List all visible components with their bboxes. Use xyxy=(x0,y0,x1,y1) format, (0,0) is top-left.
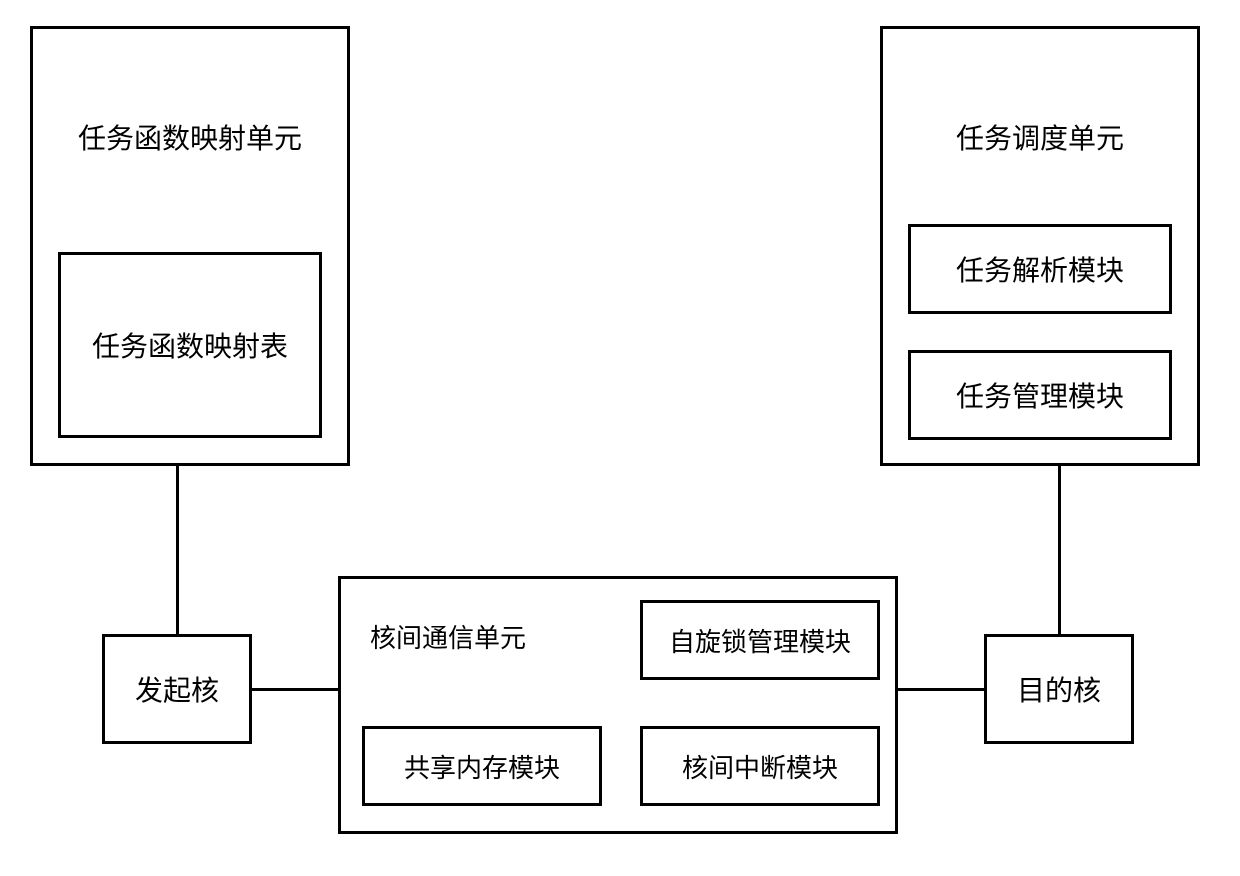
inter-core-comm-unit-label: 核间通信单元 xyxy=(370,623,526,653)
initiating-core: 发起核 xyxy=(102,634,252,744)
target-core: 目的核 xyxy=(984,634,1134,744)
task-parsing-module-label: 任务解析模块 xyxy=(956,249,1124,289)
task-function-mapping-table-label: 任务函数映射表 xyxy=(92,325,288,365)
shared-memory-module-label: 共享内存模块 xyxy=(404,748,560,785)
inter-core-comm-unit-title: 核间通信单元 xyxy=(370,618,526,655)
line-mapping-to-initiator xyxy=(176,466,179,634)
spinlock-module-label: 自旋锁管理模块 xyxy=(669,622,851,659)
inter-core-interrupt-module-label: 核间中断模块 xyxy=(682,748,838,785)
initiating-core-label: 发起核 xyxy=(135,669,219,709)
task-function-mapping-unit-label: 任务函数映射单元 xyxy=(78,117,302,157)
task-scheduling-unit-label: 任务调度单元 xyxy=(956,117,1124,157)
task-function-mapping-table: 任务函数映射表 xyxy=(58,252,322,438)
task-management-module-label: 任务管理模块 xyxy=(956,375,1124,415)
line-initiator-to-comm xyxy=(252,688,338,691)
task-parsing-module: 任务解析模块 xyxy=(908,224,1172,314)
line-comm-to-target xyxy=(898,688,984,691)
task-management-module: 任务管理模块 xyxy=(908,350,1172,440)
line-scheduler-to-target xyxy=(1058,466,1061,634)
inter-core-interrupt-module: 核间中断模块 xyxy=(640,726,880,806)
shared-memory-module: 共享内存模块 xyxy=(362,726,602,806)
spinlock-module: 自旋锁管理模块 xyxy=(640,600,880,680)
target-core-label: 目的核 xyxy=(1017,669,1101,709)
